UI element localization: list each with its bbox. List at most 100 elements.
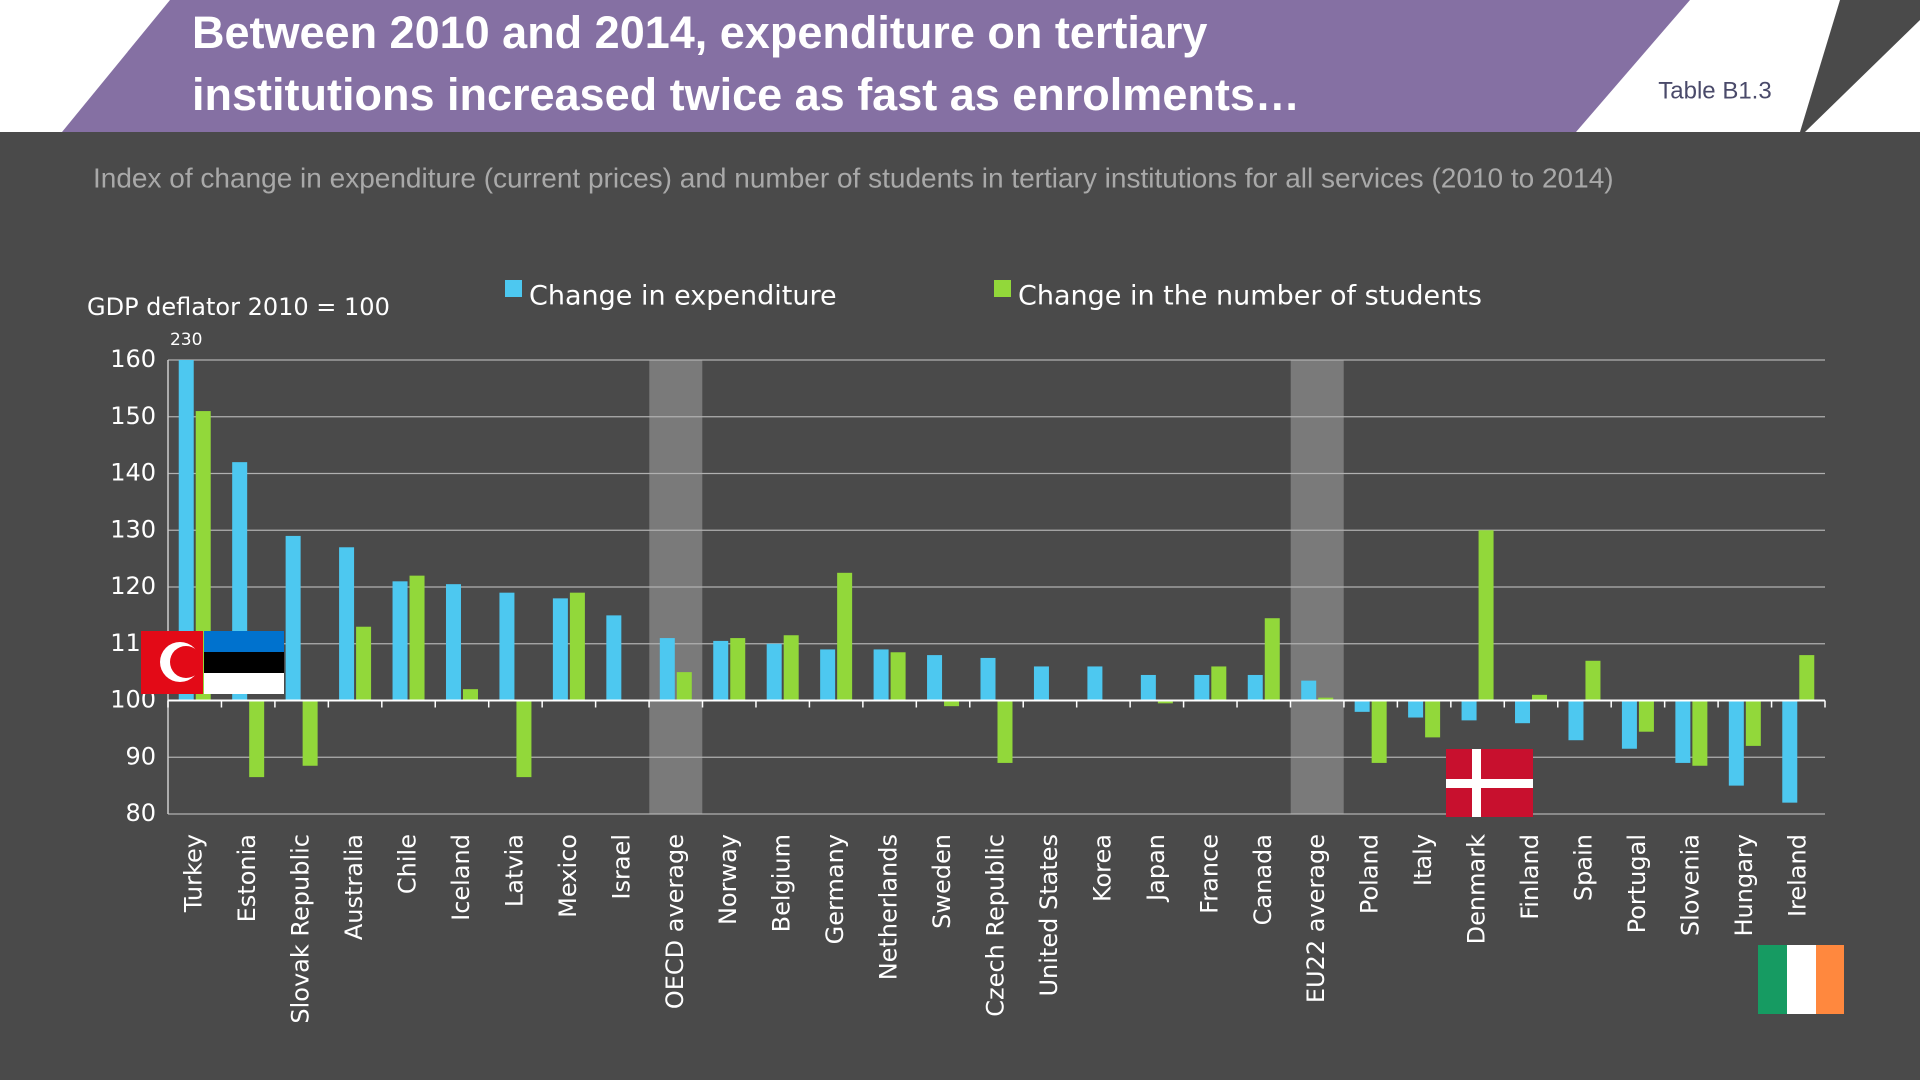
bar [356,626,372,701]
bar [783,635,799,701]
bar [499,592,515,701]
bar [730,638,746,701]
x-tick-label: Slovenia [1676,834,1704,936]
bar [1568,700,1584,741]
bar [1033,666,1049,701]
bar [873,649,889,701]
y-tick-label: 130 [110,515,156,543]
bar [1461,700,1477,721]
bar [1371,700,1387,763]
legend-swatch [994,280,1011,297]
x-tick-label: Spain [1569,834,1597,901]
title-banner [62,0,1690,132]
x-tick-label: Chile [394,834,422,894]
bar [1140,674,1156,701]
plot: 8090100110120130140150160Turkey230Estoni… [110,280,1826,1024]
bar [890,652,906,701]
bar [569,592,585,701]
x-tick-label: Korea [1088,834,1116,902]
x-tick-label: Norway [714,834,742,925]
bar [1087,666,1103,701]
bar [980,657,996,701]
legend-label: Change in expenditure [529,281,837,312]
x-tick-label: Netherlands [875,834,903,980]
x-tick-label: Australia [340,834,368,940]
bar [997,700,1013,763]
x-tick-label: Israel [607,834,635,900]
bar [1211,666,1227,701]
bar [1247,674,1263,701]
flag-denmark [1446,749,1533,817]
bar [339,547,355,701]
bar [1318,697,1334,701]
y-tick-label: 90 [125,742,156,770]
bar [676,672,692,701]
bar [1515,700,1531,724]
x-tick-label: Slovak Republic [287,834,315,1024]
bar [1301,680,1317,701]
bar [606,615,622,701]
x-tick-label: Poland [1356,834,1384,914]
legend-swatch [505,280,522,297]
bar [659,638,675,701]
x-tick-label: Mexico [554,834,582,918]
x-tick-label: Latvia [500,834,528,907]
x-tick-label: Ireland [1783,834,1811,917]
y-tick-label: 150 [110,402,156,430]
legend-label: Change in the number of students [1018,281,1482,312]
x-tick-label: Portugal [1623,834,1651,933]
bar [462,689,478,701]
title-line: Between 2010 and 2014, expenditure on te… [192,7,1207,58]
bar [1799,655,1815,701]
bar [516,700,532,778]
bar [1621,700,1637,749]
bar [1194,674,1210,701]
x-tick-label: Estonia [233,834,261,922]
bar [195,411,211,701]
bar [944,700,960,707]
flag-ireland [1758,945,1844,1014]
y-tick-label: 120 [110,572,156,600]
bar [445,584,461,701]
bar [1425,700,1441,738]
x-tick-label: EU22 average [1302,834,1330,1003]
bar [766,643,782,701]
y-tick-label: 80 [125,799,156,827]
bar [1532,694,1548,701]
bar [820,649,836,701]
x-tick-label: Iceland [447,834,475,921]
y-axis-label: GDP deflator 2010 = 100 [87,293,390,321]
bar [178,360,194,701]
flags [141,631,1844,1014]
bar [837,572,853,701]
flag-turkey [141,631,203,694]
bar [392,581,408,701]
x-tick-label: Canada [1249,834,1277,925]
x-tick-label: Czech Republic [982,834,1010,1017]
x-tick-label: United States [1035,834,1063,997]
bar [409,575,425,701]
x-tick-label: France [1195,834,1223,914]
y-tick-label: 140 [110,459,156,487]
bar [713,640,729,701]
bar [1675,700,1691,763]
bar [1408,700,1424,718]
bar [285,535,301,701]
x-tick-label: Denmark [1463,834,1491,944]
title-line: institutions increased twice as fast as … [192,69,1300,120]
x-tick-label: Sweden [928,834,956,929]
x-tick-label: OECD average [661,834,689,1009]
bar [1782,700,1798,803]
flag-estonia [204,631,284,694]
y-tick-label: 160 [110,345,156,373]
bar [1585,660,1601,701]
bar [1745,700,1761,746]
table-tag: Table B1.3 [1658,77,1771,104]
x-tick-label: Italy [1409,834,1437,886]
bar [1638,700,1654,732]
bar [302,700,318,766]
value-label: 230 [170,330,202,350]
chart-subtitle: Index of change in expenditure (current … [93,162,1614,193]
